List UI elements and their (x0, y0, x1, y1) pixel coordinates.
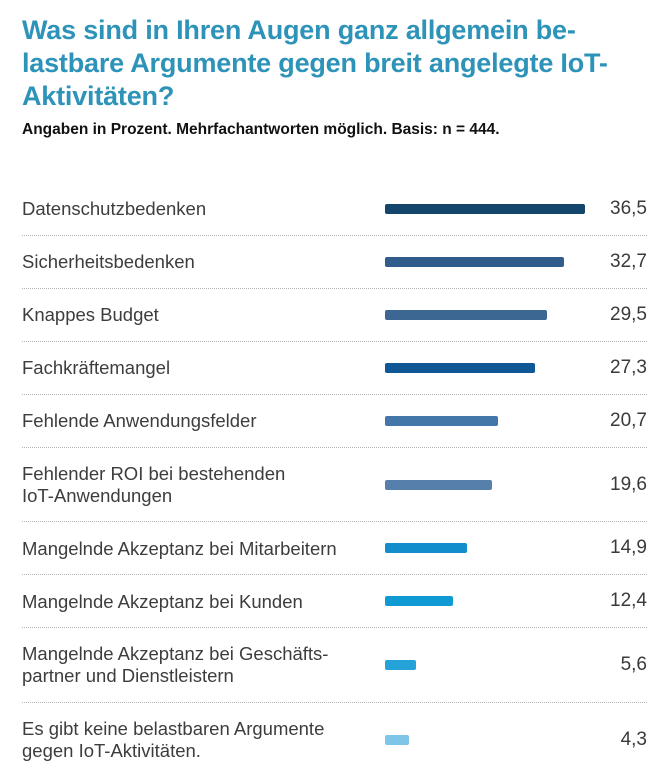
page-title: Was sind in Ihren Augen ganz allgemein b… (22, 15, 608, 111)
bar-track (385, 415, 590, 426)
bar-track (385, 256, 590, 267)
value-label: 19,6 (610, 473, 647, 495)
bar (385, 203, 585, 214)
category-label: Mangelnde Akzeptanz bei Mitarbeitern (22, 537, 337, 559)
bar-track (385, 203, 590, 214)
category-label: Fachkräftemangel (22, 356, 171, 378)
chart-row: Es gibt keine belastbaren Argumente gege… (22, 703, 647, 777)
value-label: 27,3 (610, 356, 647, 378)
category-label: Sicherheitsbedenken (22, 250, 195, 272)
chart-row: Fachkräftemangel 27,3 (22, 342, 647, 395)
chart-row: Sicherheitsbedenken 32,7 (22, 236, 647, 289)
bar-track (385, 479, 590, 490)
value-label: 29,5 (610, 303, 647, 325)
category-label: Mangelnde Akzeptanz bei Kunden (22, 590, 303, 612)
category-label: Es gibt keine belastbaren Argumente gege… (22, 718, 325, 761)
bar-track (385, 543, 590, 554)
chart-subtitle: Angaben in Prozent. Mehrfachantworten mö… (22, 120, 500, 138)
bar-track (385, 660, 590, 671)
chart-row: Mangelnde Akzeptanz bei Kunden 12,4 (22, 575, 647, 629)
bar (385, 734, 409, 745)
chart-row: Fehlende Anwendungsfelder 20,7 (22, 395, 647, 448)
bar-track (385, 734, 590, 745)
value-label: 4,3 (620, 728, 647, 750)
chart-row: Mangelnde Akzeptanz bei Mitarbeitern 14,… (22, 522, 647, 576)
bar (385, 362, 535, 373)
bar (385, 660, 416, 671)
category-label: Mangelnde Akzeptanz bei Geschäfts- partn… (22, 643, 329, 687)
category-label: Fehlende Anwendungsfelder (22, 409, 257, 431)
category-label: Knappes Budget (22, 303, 159, 325)
bar-track (385, 596, 590, 607)
value-label: 12,4 (610, 590, 647, 612)
bar (385, 256, 564, 267)
chart-row: Fehlender ROI bei bestehenden IoT-Anwend… (22, 448, 647, 523)
bar (385, 415, 498, 426)
bar-track (385, 309, 590, 320)
chart-rows: Datenschutzbedenken 36,5 Sicherheitsbede… (22, 183, 647, 777)
value-label: 20,7 (610, 409, 647, 431)
bar (385, 479, 492, 490)
chart-row: Datenschutzbedenken 36,5 (22, 183, 647, 236)
value-label: 32,7 (610, 250, 647, 272)
category-label: Fehlender ROI bei bestehenden IoT-Anwend… (22, 462, 286, 506)
bar (385, 596, 453, 607)
value-label: 36,5 (610, 197, 647, 219)
value-label: 14,9 (610, 537, 647, 559)
bar (385, 543, 467, 554)
bar-track (385, 362, 590, 373)
chart-row: Knappes Budget 29,5 (22, 289, 647, 342)
value-label: 5,6 (620, 654, 647, 676)
chart-row: Mangelnde Akzeptanz bei Geschäfts- partn… (22, 628, 647, 704)
bar (385, 309, 547, 320)
category-label: Datenschutzbedenken (22, 197, 207, 219)
